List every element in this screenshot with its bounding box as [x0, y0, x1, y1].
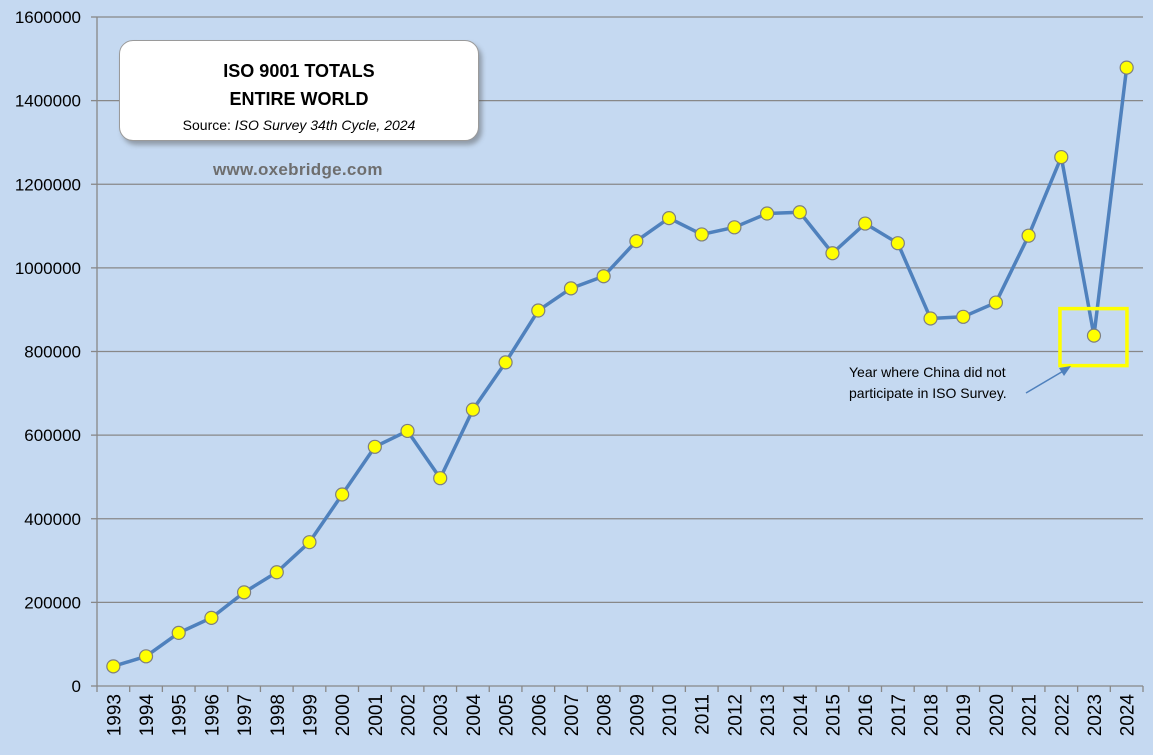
y-tick-label-1000000: 1000000 — [15, 259, 81, 278]
x-tick-label-2021: 2021 — [1020, 694, 1041, 736]
annotation-arrow-head — [1059, 366, 1071, 376]
data-point-2003 — [433, 471, 448, 486]
x-tick-label-2007: 2007 — [562, 694, 583, 736]
x-tick-label-1994: 1994 — [137, 694, 158, 737]
data-point-2005 — [498, 355, 513, 370]
chart-title-line2: ENTIRE WORLD — [229, 89, 369, 109]
data-point-2019 — [956, 309, 971, 324]
highlight-box — [1058, 306, 1129, 368]
data-point-2018 — [923, 311, 938, 326]
data-point-2023 — [1086, 328, 1102, 343]
y-tick-label-200000: 200000 — [24, 593, 81, 612]
chart-title-line1: ISO 9001 TOTALS — [223, 61, 375, 81]
data-point-1994 — [138, 649, 154, 664]
x-tick-label-2011: 2011 — [693, 694, 714, 735]
data-point-2009 — [629, 234, 644, 249]
x-tick-label-1999: 1999 — [300, 694, 321, 736]
data-point-2017 — [890, 236, 905, 251]
x-tick-label-1997: 1997 — [235, 694, 256, 736]
y-tick-label-1600000: 1600000 — [15, 8, 81, 27]
y-tick-label-1400000: 1400000 — [15, 92, 81, 111]
axes — [96, 17, 1144, 692]
source-prefix: Source: — [182, 117, 235, 133]
data-point-2006 — [531, 303, 546, 318]
x-tick-label-1995: 1995 — [170, 694, 191, 736]
x-tick-label-2003: 2003 — [431, 694, 452, 736]
x-tick-label-2004: 2004 — [464, 694, 485, 737]
data-point-2020 — [988, 295, 1004, 310]
data-point-1998 — [269, 565, 284, 580]
data-point-2011 — [694, 227, 709, 242]
data-point-1996 — [204, 610, 219, 625]
x-tick-label-1996: 1996 — [202, 694, 223, 736]
x-tick-label-1998: 1998 — [268, 694, 289, 736]
data-point-2016 — [858, 216, 873, 231]
data-point-2004 — [465, 402, 481, 417]
chart-title-box: ISO 9001 TOTALS ENTIRE WORLD Source: ISO… — [119, 40, 479, 141]
x-tick-label-2009: 2009 — [627, 694, 648, 736]
x-tick-label-2024: 2024 — [1118, 694, 1139, 737]
x-tick-label-2022: 2022 — [1052, 694, 1073, 736]
x-tick-label-2023: 2023 — [1085, 694, 1106, 736]
data-point-2022 — [1054, 149, 1069, 165]
data-point-2024 — [1119, 60, 1134, 75]
x-tick-label-2000: 2000 — [333, 694, 354, 736]
x-tick-label-2006: 2006 — [529, 694, 550, 736]
x-tick-label-2005: 2005 — [497, 694, 518, 736]
data-point-2014 — [792, 205, 807, 220]
data-point-2000 — [335, 487, 350, 502]
y-tick-label-600000: 600000 — [24, 426, 81, 445]
data-points — [106, 60, 1134, 674]
y-tick-label-800000: 800000 — [24, 343, 81, 362]
data-point-1995 — [171, 625, 186, 640]
x-tick-label-2014: 2014 — [791, 694, 812, 737]
x-tick-label-2001: 2001 — [366, 694, 387, 736]
data-point-2001 — [367, 439, 382, 454]
data-point-2008 — [596, 269, 611, 284]
annotation-text: Year where China did not participate in … — [849, 364, 1007, 401]
data-point-1997 — [236, 585, 252, 600]
x-tick-label-2018: 2018 — [922, 694, 943, 736]
source-name: ISO Survey 34th Cycle, 2024 — [234, 117, 416, 133]
annotation-arrow-line — [1025, 369, 1066, 394]
data-point-2021 — [1021, 228, 1036, 243]
x-tick-label-2010: 2010 — [660, 694, 681, 736]
chart-source: Source: ISO Survey 34th Cycle, 2024 — [120, 114, 478, 136]
x-tick-label-2002: 2002 — [399, 694, 420, 736]
data-point-2015 — [825, 246, 840, 261]
data-point-2013 — [759, 206, 775, 221]
x-tick-label-2013: 2013 — [758, 694, 779, 736]
data-point-2010 — [661, 211, 677, 226]
x-tick-label-2012: 2012 — [725, 694, 746, 736]
x-tick-label-2015: 2015 — [823, 694, 844, 736]
data-point-2012 — [727, 220, 742, 235]
x-tick-label-2016: 2016 — [856, 694, 877, 736]
y-tick-label-1200000: 1200000 — [15, 175, 81, 194]
x-tick-label-2008: 2008 — [595, 694, 616, 736]
x-tick-label-2020: 2020 — [987, 694, 1008, 736]
x-axis-tick-labels: 1993 1994 1995 1996 1997 1998 1999 2000 2001 2002… — [104, 694, 1138, 737]
x-tick-label-2017: 2017 — [889, 694, 910, 736]
y-tick-label-0: 0 — [72, 677, 81, 696]
data-point-2002 — [400, 423, 415, 439]
data-point-1993 — [106, 659, 121, 674]
website-watermark: www.oxebridge.com — [213, 160, 383, 179]
y-axis-tick-labels: 0 200000 400000 600000 800000 1000000 1200000 1… — [15, 8, 81, 696]
data-point-2007 — [563, 281, 579, 296]
data-point-1999 — [302, 535, 317, 550]
x-tick-label-1993: 1993 — [104, 694, 125, 736]
highlight-overlay — [1025, 306, 1129, 394]
y-tick-label-400000: 400000 — [24, 510, 81, 529]
x-tick-label-2019: 2019 — [954, 694, 975, 736]
